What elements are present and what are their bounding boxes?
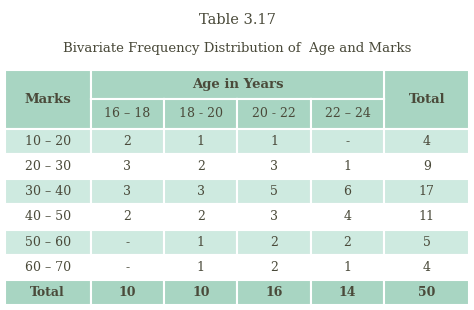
Text: 11: 11	[419, 210, 435, 224]
Text: 2: 2	[123, 135, 131, 148]
Text: 2: 2	[197, 210, 205, 224]
Text: 2: 2	[270, 261, 278, 274]
Text: Age in Years: Age in Years	[191, 78, 283, 91]
Text: 3: 3	[197, 185, 205, 198]
Text: 30 – 40: 30 – 40	[25, 185, 71, 198]
Text: 2: 2	[123, 210, 131, 224]
Text: Total: Total	[409, 93, 445, 106]
Text: 10 – 20: 10 – 20	[25, 135, 71, 148]
Text: 2: 2	[270, 236, 278, 249]
Text: 16 – 18: 16 – 18	[104, 108, 151, 120]
Text: 1: 1	[197, 236, 205, 249]
Text: 20 - 22: 20 - 22	[252, 108, 296, 120]
Text: 4: 4	[423, 261, 431, 274]
Text: 50 – 60: 50 – 60	[25, 236, 71, 249]
Text: 1: 1	[344, 261, 352, 274]
Text: 6: 6	[344, 185, 352, 198]
Text: 2: 2	[344, 236, 352, 249]
Text: -: -	[346, 135, 350, 148]
Text: 10: 10	[192, 286, 210, 299]
Text: Table 3.17: Table 3.17	[199, 13, 275, 27]
Text: -: -	[125, 236, 129, 249]
Text: 14: 14	[339, 286, 356, 299]
Text: 50: 50	[418, 286, 436, 299]
Text: 18 - 20: 18 - 20	[179, 108, 223, 120]
Text: 4: 4	[344, 210, 352, 224]
Text: 1: 1	[270, 135, 278, 148]
Text: 1: 1	[344, 160, 352, 173]
Text: 16: 16	[265, 286, 283, 299]
Text: Marks: Marks	[24, 93, 71, 106]
Text: 2: 2	[197, 160, 205, 173]
Text: 17: 17	[419, 185, 435, 198]
Text: Bivariate Frequency Distribution of  Age and Marks: Bivariate Frequency Distribution of Age …	[63, 42, 411, 55]
Text: -: -	[125, 261, 129, 274]
Text: Total: Total	[30, 286, 65, 299]
Text: 10: 10	[118, 286, 136, 299]
Text: 3: 3	[270, 160, 278, 173]
Text: 9: 9	[423, 160, 431, 173]
Text: 60 – 70: 60 – 70	[25, 261, 71, 274]
Text: 3: 3	[123, 185, 131, 198]
Text: 1: 1	[197, 261, 205, 274]
Text: 5: 5	[270, 185, 278, 198]
Text: 4: 4	[423, 135, 431, 148]
Text: 5: 5	[423, 236, 431, 249]
Text: 1: 1	[197, 135, 205, 148]
Text: 40 – 50: 40 – 50	[25, 210, 71, 224]
Text: 3: 3	[270, 210, 278, 224]
Text: 22 – 24: 22 – 24	[325, 108, 371, 120]
Text: 20 – 30: 20 – 30	[25, 160, 71, 173]
Text: 3: 3	[123, 160, 131, 173]
